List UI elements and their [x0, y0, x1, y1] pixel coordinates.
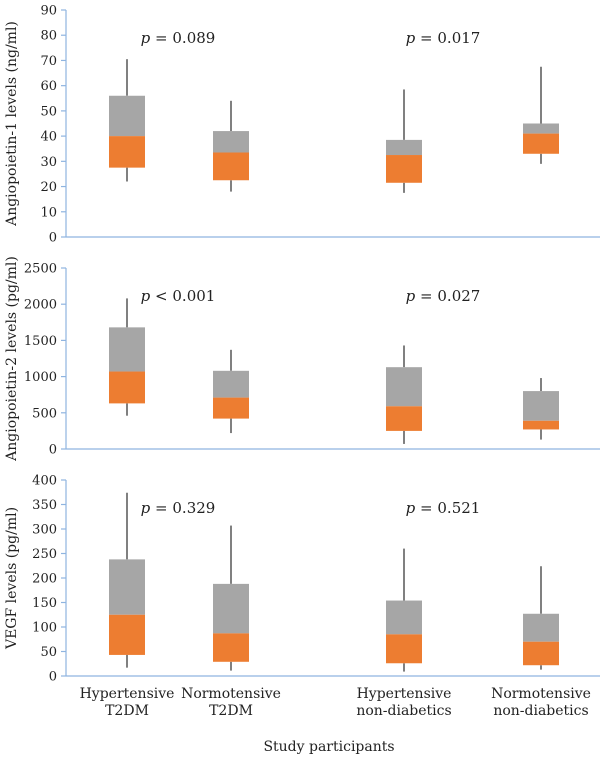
category-label-line: non-diabetics: [356, 703, 451, 719]
upper-box: [213, 370, 249, 398]
upper-box: [213, 131, 249, 153]
category-label-line: Normotensive: [491, 686, 591, 702]
panel-angiopoietin-2: 0 500 1000 1500 2000 2500 Angiopoietin-2 level…: [4, 256, 600, 462]
box-2: [213, 525, 249, 671]
y-tick-label: 500: [32, 406, 57, 421]
p-value: = 0.521: [415, 499, 480, 517]
box-1: [109, 59, 145, 182]
category-label: Hypertensive non-diabetics: [356, 686, 451, 719]
y-tick-label: 30: [40, 155, 57, 170]
y-tick-label: 150: [32, 596, 57, 611]
box-1: [109, 492, 145, 668]
category-label-line: non-diabetics: [493, 703, 588, 719]
category-label-line: Hypertensive: [80, 686, 175, 702]
y-axis-title: VEGF levels (pg/ml): [4, 507, 20, 650]
lower-box: [213, 397, 249, 419]
p-value-label: p = 0.027: [406, 287, 481, 305]
p-value: = 0.027: [415, 287, 480, 305]
p-symbol: p: [141, 29, 151, 47]
y-tick-label: 300: [32, 523, 57, 538]
category-label-line: Normotensive: [181, 686, 281, 702]
y-tick-label: 80: [40, 29, 57, 44]
lower-box: [109, 371, 145, 404]
p-value-label: p < 0.001: [141, 287, 216, 305]
lower-box: [109, 614, 145, 655]
p-value-label: p = 0.089: [141, 29, 216, 47]
y-tick-label: 2000: [24, 298, 57, 313]
p-symbol: p: [406, 287, 416, 305]
box-4: [523, 566, 559, 670]
category-label: Normotensive T2DM: [181, 686, 281, 719]
upper-box: [386, 600, 422, 635]
upper-box: [523, 391, 559, 421]
lower-box: [213, 633, 249, 662]
p-symbol: p: [406, 29, 416, 47]
y-tick-label: 90: [40, 4, 57, 19]
box-2: [213, 349, 249, 434]
y-tick-label: 200: [32, 572, 57, 587]
upper-box: [213, 583, 249, 634]
box-3: [386, 548, 422, 672]
y-tick-label: 100: [32, 621, 57, 636]
p-symbol: p: [141, 287, 151, 305]
upper-box: [386, 367, 422, 407]
p-symbol: p: [141, 499, 151, 517]
y-tick-label: 0: [49, 670, 57, 685]
p-value: = 0.017: [415, 29, 480, 47]
y-tick-label: 1000: [24, 370, 57, 385]
p-value: = 0.089: [150, 29, 215, 47]
lower-box: [386, 155, 422, 183]
upper-box: [109, 327, 145, 372]
category-label: Hypertensive T2DM: [80, 686, 175, 719]
p-value: = 0.329: [150, 499, 215, 517]
p-value: < 0.001: [150, 287, 215, 305]
y-tick-label: 50: [40, 104, 57, 119]
panel-angiopoietin-1: 0 10 20 30 40 50 60 70 80 90 Angiopoietin-1 levels…: [4, 4, 600, 246]
y-tick-label: 2500: [24, 262, 57, 277]
box-2: [213, 100, 249, 192]
y-tick-label: 250: [32, 547, 57, 562]
lower-box: [109, 136, 145, 168]
p-value-label: p = 0.329: [141, 499, 216, 517]
lower-box: [523, 641, 559, 666]
lower-box: [386, 406, 422, 431]
p-value-label: p = 0.521: [406, 499, 481, 517]
y-tick-label: 0: [49, 443, 57, 458]
box-1: [109, 298, 145, 416]
lower-box: [386, 634, 422, 664]
upper-box: [523, 613, 559, 642]
lower-box: [213, 152, 249, 181]
y-tick-label: 70: [40, 54, 57, 69]
upper-box: [386, 139, 422, 156]
p-symbol: p: [406, 499, 416, 517]
category-label-line: Hypertensive: [357, 686, 452, 702]
box-3: [386, 89, 422, 193]
y-tick-label: 40: [40, 130, 57, 145]
lower-box: [523, 420, 559, 430]
upper-box: [109, 559, 145, 615]
y-tick-label: 400: [32, 474, 57, 489]
y-tick-label: 350: [32, 498, 57, 513]
panel-vegf: 0 50 100 150 200 250 300 350 400 VEGF levels (pg/…: [4, 474, 600, 685]
y-tick-label: 1500: [24, 334, 57, 349]
y-tick-label: 10: [40, 205, 57, 220]
category-label: Normotensive non-diabetics: [491, 686, 591, 719]
lower-box: [523, 133, 559, 154]
box-4: [523, 66, 559, 164]
y-tick-label: 20: [40, 180, 57, 195]
box-4: [523, 378, 559, 440]
category-label-line: T2DM: [105, 703, 149, 719]
upper-box: [523, 123, 559, 134]
upper-box: [109, 95, 145, 137]
x-axis-title: Study participants: [263, 739, 394, 755]
y-tick-label: 50: [40, 645, 57, 660]
y-tick-label: 60: [40, 79, 57, 94]
y-tick-label: 0: [49, 231, 57, 246]
y-axis-title: Angiopoietin-2 levels (pg/ml): [4, 256, 20, 462]
p-value-label: p = 0.017: [406, 29, 481, 47]
category-label-line: T2DM: [209, 703, 253, 719]
y-axis-title: Angiopoietin-1 levels (ng/ml): [4, 21, 20, 227]
box-3: [386, 345, 422, 444]
